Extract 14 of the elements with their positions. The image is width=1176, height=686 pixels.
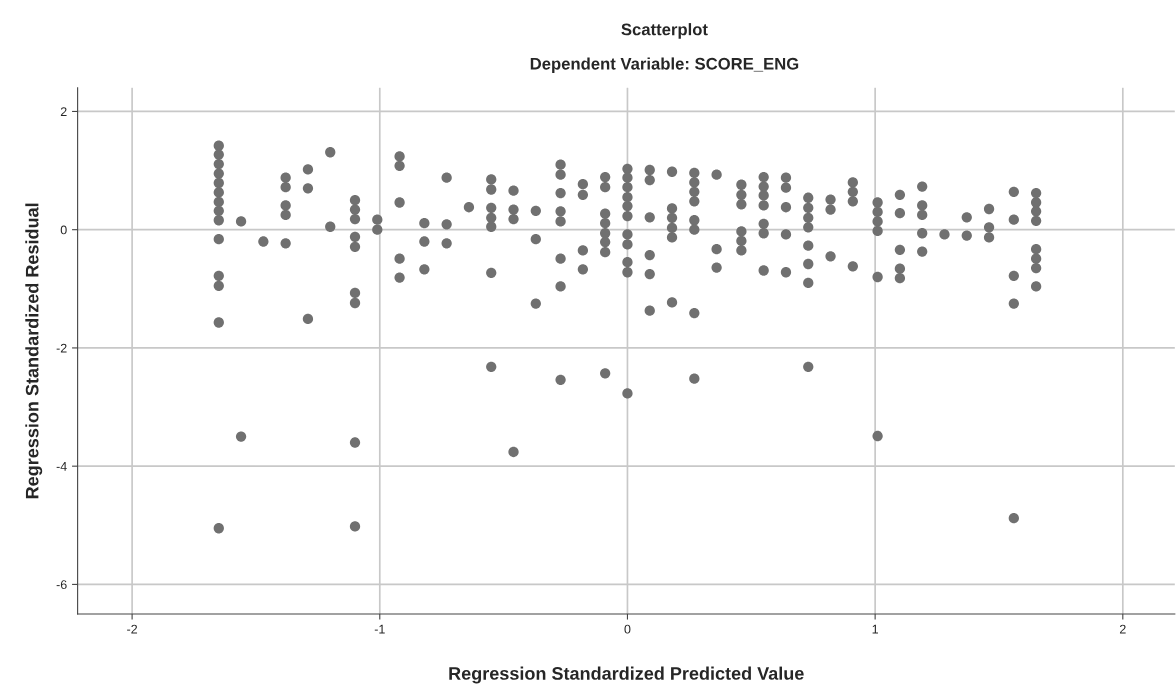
x-tick-label: -2 [127,624,138,634]
chart-title: Scatterplot [621,23,708,39]
x-tick-label: 0 [624,624,631,634]
x-tick-label: -1 [374,624,385,634]
y-tick-label: -6 [56,580,67,590]
chart-subtitle: Dependent Variable: SCORE_ENG [530,57,799,73]
y-axis-title: Regression Standardized Residual [25,203,43,499]
y-tick-label: -2 [56,343,67,353]
x-tick-label: 2 [1119,624,1126,634]
y-tick-label: 2 [60,107,67,116]
x-axis-title: Regression Standardized Predicted Value [449,666,804,684]
x-tick-label: 1 [872,624,878,634]
y-tick-label: -4 [56,462,67,471]
y-tick-label: 0 [60,225,67,235]
